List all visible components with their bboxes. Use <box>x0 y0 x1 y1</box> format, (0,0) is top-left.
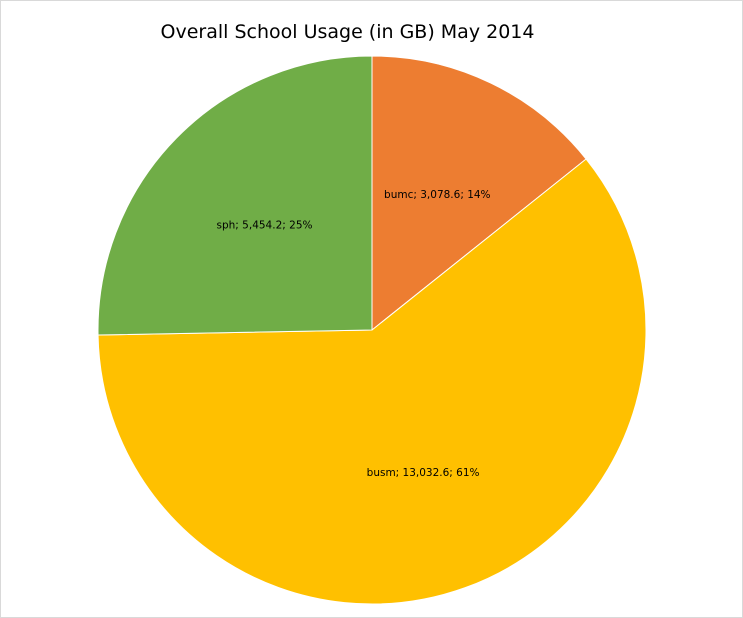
pie-slices <box>97 55 647 605</box>
pie-slice-bumc <box>371 55 587 332</box>
data-label-bumc: bumc; 3,078.6; 14% <box>384 189 491 201</box>
data-label-sph: sph; 5,454.2; 25% <box>217 219 313 231</box>
pie-slice-busm <box>97 158 647 605</box>
pie-labels: bumc; 3,078.6; 14% busm; 13,032.6; 61% sph… <box>217 189 491 479</box>
data-label-busm: busm; 13,032.6; 61% <box>367 467 480 479</box>
pie-slice-sph <box>97 55 373 336</box>
chart-title: Overall School Usage (in GB) May 2014 <box>160 21 535 43</box>
